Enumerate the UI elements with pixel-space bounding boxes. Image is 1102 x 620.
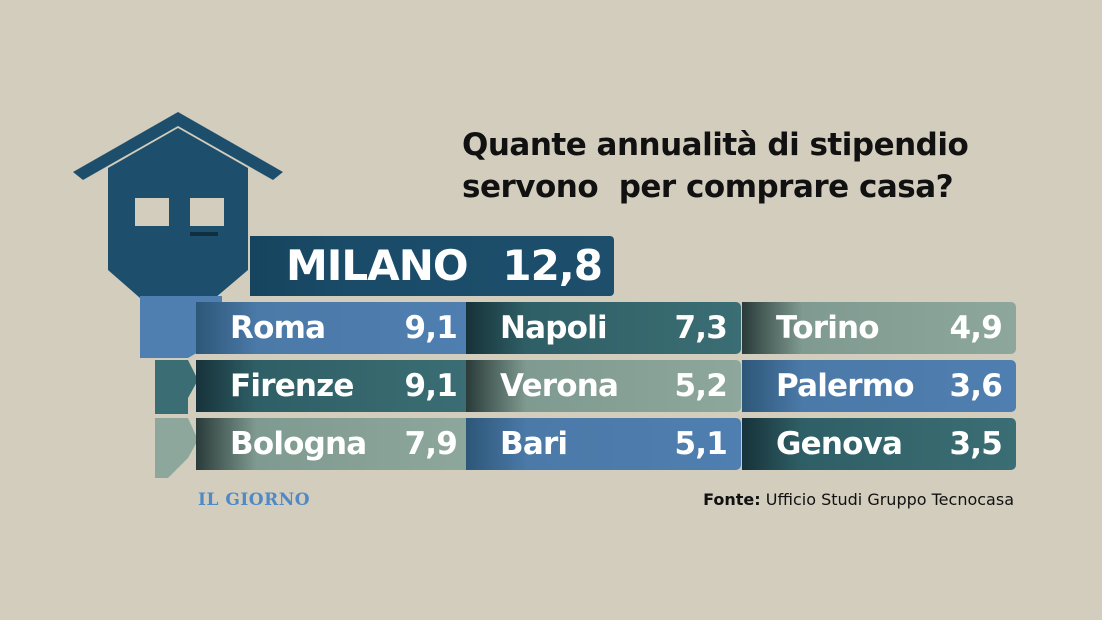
featured-city: MILANO: [286, 241, 469, 290]
city-cell: Verona 5,2: [466, 360, 741, 412]
city-cell: Palermo 3,6: [742, 360, 1016, 412]
city-cell: Torino 4,9: [742, 302, 1016, 354]
key-shaft-bottom: [155, 418, 198, 478]
house-body-shape: [108, 128, 248, 298]
chart-title: Quante annualità di stipendio servono pe…: [462, 124, 1062, 208]
window-right: [190, 198, 224, 226]
city-value: 4,9: [949, 310, 1002, 346]
city-name: Palermo: [776, 368, 915, 404]
title-line-1: Quante annualità di stipendio: [462, 127, 969, 163]
city-cell: Napoli 7,3: [466, 302, 741, 354]
window-left: [135, 198, 169, 226]
city-name: Genova: [776, 426, 903, 462]
source-text: Ufficio Studi Gruppo Tecnocasa: [765, 490, 1014, 509]
city-cell: Firenze 9,1: [196, 360, 471, 412]
city-value: 3,5: [949, 426, 1002, 462]
city-name: Napoli: [500, 310, 608, 346]
featured-value: 12,8: [502, 241, 603, 290]
city-cell: Bari 5,1: [466, 418, 741, 470]
city-cell: Bologna 7,9: [196, 418, 471, 470]
featured-bar: MILANO 12,8: [250, 236, 614, 296]
roof-shape: [73, 112, 283, 180]
city-name: Torino: [776, 310, 880, 346]
city-value: 7,3: [674, 310, 727, 346]
title-line-2: servono per comprare casa?: [462, 169, 954, 205]
city-value: 5,1: [674, 426, 727, 462]
city-name: Bari: [500, 426, 568, 462]
source-note: Fonte: Ufficio Studi Gruppo Tecnocasa: [703, 490, 1014, 509]
city-value: 3,6: [949, 368, 1002, 404]
city-value: 7,9: [404, 426, 457, 462]
city-name: Firenze: [230, 368, 354, 404]
city-name: Roma: [230, 310, 326, 346]
source-label: Fonte:: [703, 490, 761, 509]
city-value: 5,2: [674, 368, 727, 404]
city-name: Bologna: [230, 426, 367, 462]
city-cell: Genova 3,5: [742, 418, 1016, 470]
key-shaft-mid: [155, 360, 198, 414]
il-giorno-logo: IL GIORNO: [198, 490, 311, 510]
city-value: 9,1: [404, 368, 457, 404]
city-cell: Roma 9,1: [196, 302, 471, 354]
city-name: Verona: [500, 368, 619, 404]
city-value: 9,1: [404, 310, 457, 346]
